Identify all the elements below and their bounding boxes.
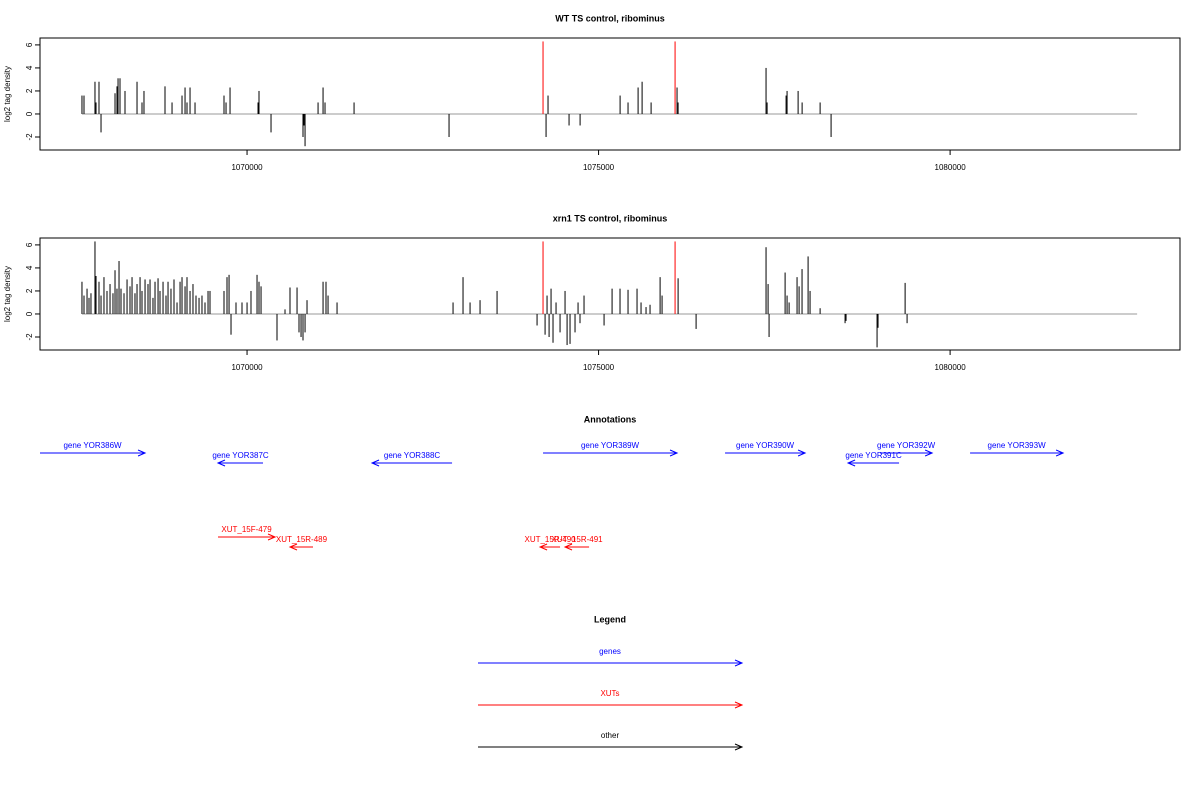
x-tick-label: 1075000 bbox=[583, 363, 615, 372]
chart-title: WT TS control, ribominus bbox=[555, 13, 665, 23]
feature-arrow bbox=[880, 449, 934, 457]
arrow-head bbox=[216, 459, 226, 467]
arrow-head bbox=[370, 459, 380, 467]
feature-label: XUT_15R-489 bbox=[276, 535, 328, 544]
y-tick-label: 0 bbox=[25, 311, 34, 316]
arrow-head bbox=[734, 659, 744, 667]
x-tick-label: 1080000 bbox=[935, 163, 967, 172]
legend-arrow bbox=[478, 701, 744, 709]
y-axis-label: log2 tag density bbox=[3, 66, 12, 122]
legend-arrow bbox=[478, 659, 744, 667]
y-tick-label: -2 bbox=[25, 333, 34, 341]
arrow-head bbox=[924, 449, 934, 457]
feature-arrow bbox=[288, 543, 313, 551]
arrow-head bbox=[538, 543, 548, 551]
y-tick-label: 6 bbox=[25, 42, 34, 47]
annotation-title: Annotations bbox=[584, 414, 637, 424]
legend-arrow bbox=[478, 743, 744, 751]
x-tick-label: 1075000 bbox=[583, 163, 615, 172]
x-tick-label: 1070000 bbox=[231, 363, 263, 372]
y-tick-label: 4 bbox=[25, 65, 34, 70]
y-tick-label: 2 bbox=[25, 288, 34, 293]
feature-label: XUT_15F-479 bbox=[221, 525, 272, 534]
arrow-head bbox=[267, 533, 277, 541]
feature-arrow bbox=[543, 449, 679, 457]
y-axis-label: log2 tag density bbox=[3, 266, 12, 322]
legend-label: other bbox=[601, 731, 620, 740]
y-tick-label: 6 bbox=[25, 242, 34, 247]
feature-arrow bbox=[725, 449, 807, 457]
y-tick-label: 0 bbox=[25, 111, 34, 116]
arrow-head bbox=[846, 459, 856, 467]
x-tick-label: 1070000 bbox=[231, 163, 263, 172]
feature-arrow bbox=[40, 449, 147, 457]
legend-title: Legend bbox=[594, 614, 626, 624]
feature-label: gene YOR387C bbox=[212, 451, 269, 460]
y-tick-label: 4 bbox=[25, 265, 34, 270]
feature-label: gene YOR386W bbox=[63, 441, 122, 450]
feature-label: XUT_15R-491 bbox=[551, 535, 603, 544]
feature-label: XUT_15R-490 bbox=[524, 535, 576, 544]
legend-label: genes bbox=[599, 647, 621, 656]
feature-arrow bbox=[563, 543, 590, 551]
feature-label: gene YOR391C bbox=[845, 451, 902, 460]
y-tick-label: 2 bbox=[25, 88, 34, 93]
feature-arrow bbox=[370, 459, 453, 467]
feature-arrow bbox=[216, 459, 264, 467]
plot-frame bbox=[39, 37, 1181, 151]
chart-title: xrn1 TS control, ribominus bbox=[553, 213, 668, 223]
plot-frame bbox=[39, 237, 1181, 351]
arrow-head bbox=[137, 449, 147, 457]
feature-label: gene YOR388C bbox=[384, 451, 441, 460]
arrow-head bbox=[563, 543, 573, 551]
feature-arrow bbox=[218, 533, 277, 541]
feature-arrow bbox=[538, 543, 561, 551]
arrow-head bbox=[797, 449, 807, 457]
legend-label: XUTs bbox=[600, 689, 619, 698]
arrow-head bbox=[734, 743, 744, 751]
feature-label: gene YOR392W bbox=[877, 441, 936, 450]
arrow-head bbox=[669, 449, 679, 457]
feature-arrow bbox=[846, 459, 900, 467]
feature-label: gene YOR390W bbox=[736, 441, 795, 450]
x-tick-label: 1080000 bbox=[935, 363, 967, 372]
arrow-head bbox=[288, 543, 298, 551]
feature-arrow bbox=[970, 449, 1065, 457]
arrow-head bbox=[734, 701, 744, 709]
y-tick-label: -2 bbox=[25, 133, 34, 141]
feature-label: gene YOR393W bbox=[988, 441, 1047, 450]
feature-label: gene YOR389W bbox=[581, 441, 640, 450]
arrow-head bbox=[1055, 449, 1065, 457]
